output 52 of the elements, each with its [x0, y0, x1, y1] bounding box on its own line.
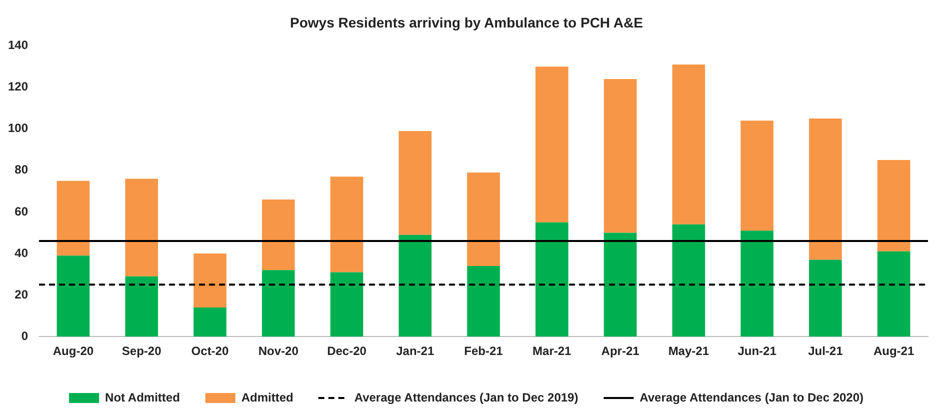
bar	[125, 178, 158, 276]
x-tick-label: May-21	[668, 344, 710, 358]
bar	[604, 232, 637, 337]
x-tick-label: Oct-20	[191, 344, 229, 358]
bar	[877, 160, 910, 252]
bar	[262, 200, 295, 270]
bar	[330, 272, 364, 337]
bar	[194, 254, 226, 308]
bar	[535, 66, 568, 222]
x-tick-label: Jun-21	[738, 344, 777, 358]
x-tick-label: Nov-20	[258, 344, 299, 358]
bar	[467, 172, 500, 266]
bar	[467, 266, 500, 337]
bar	[262, 270, 295, 337]
legend-label: Admitted	[241, 390, 294, 404]
y-tick-label: 100	[8, 121, 28, 136]
legend-label: Average Attendances (Jan to Dec 2020)	[640, 390, 864, 404]
x-tick-label: Aug-20	[52, 344, 94, 358]
y-tick-label: 80	[14, 162, 28, 177]
bar	[740, 230, 774, 337]
bar	[877, 251, 910, 337]
bar	[535, 222, 568, 337]
legend-label: Average Attendances (Jan to Dec 2019)	[354, 390, 578, 404]
bar	[194, 308, 226, 337]
y-tick-label: 20	[14, 287, 28, 302]
bar	[398, 130, 432, 235]
chart-title: Powys Residents arriving by Ambulance to PCH A&E	[290, 14, 643, 30]
x-tick-label: Aug-21	[873, 344, 914, 358]
y-tick-label: 40	[14, 246, 28, 260]
bar	[672, 224, 706, 337]
y-tick-label: 0	[21, 328, 28, 343]
y-tick-label: 60	[14, 204, 28, 218]
bar	[740, 120, 774, 231]
x-tick-label: Feb-21	[464, 344, 504, 358]
legend-label: Not Admitted	[105, 390, 180, 404]
bar	[809, 260, 842, 337]
bar	[809, 118, 842, 260]
x-tick-label: Sep-20	[122, 344, 162, 358]
y-tick-label: 140	[8, 38, 28, 52]
bar	[125, 276, 158, 337]
x-tick-label: Jan-21	[396, 344, 434, 358]
bar	[330, 176, 364, 272]
x-tick-label: Apr-21	[601, 344, 640, 358]
bar	[56, 180, 90, 256]
x-tick-label: Mar-21	[532, 344, 572, 358]
x-tick-label: Dec-20	[327, 344, 367, 358]
bar	[398, 234, 432, 337]
y-tick-label: 120	[8, 80, 28, 94]
bar	[672, 64, 706, 224]
bar	[604, 79, 637, 233]
bar	[56, 256, 90, 337]
x-tick-label: Jul-21	[808, 344, 844, 358]
